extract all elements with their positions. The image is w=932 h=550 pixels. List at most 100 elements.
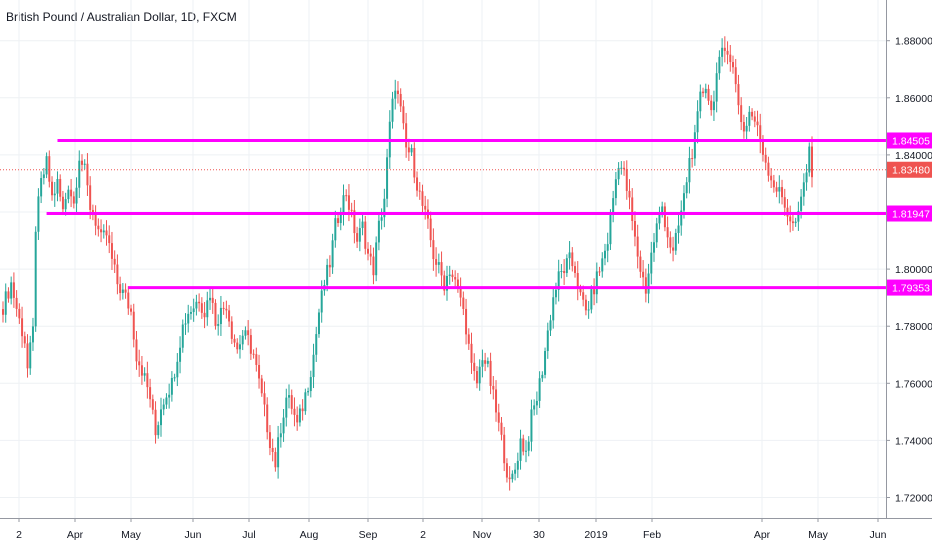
- candle-body: [606, 244, 609, 251]
- candle: [377, 212, 380, 251]
- candle-body: [353, 210, 356, 234]
- candle-body: [770, 175, 773, 181]
- candle-body: [612, 198, 615, 216]
- candle: [277, 425, 280, 479]
- candle-body: [620, 167, 623, 169]
- candle: [402, 100, 405, 130]
- candle: [742, 114, 745, 139]
- candle-body: [15, 297, 18, 309]
- candle-body: [680, 210, 683, 226]
- candle-body: [541, 374, 544, 379]
- candle: [593, 278, 596, 306]
- x-tick-label: 2: [420, 529, 426, 541]
- candle: [219, 295, 222, 336]
- candle-body: [631, 197, 634, 221]
- candle: [176, 353, 179, 387]
- candle: [745, 117, 748, 141]
- candle-body: [116, 264, 119, 285]
- candle-body: [465, 308, 468, 335]
- candle: [696, 100, 699, 144]
- candle-body: [563, 270, 566, 274]
- candle: [241, 329, 244, 351]
- candle: [4, 283, 7, 323]
- candle-body: [59, 178, 62, 197]
- candle: [72, 191, 75, 209]
- candle: [296, 406, 299, 431]
- candle: [364, 215, 367, 255]
- candle-body: [756, 121, 759, 126]
- candle: [135, 330, 138, 370]
- y-tick-label: 1.86000: [895, 93, 932, 105]
- candle-body: [574, 266, 577, 274]
- candle-body: [800, 196, 803, 211]
- candles: [2, 36, 813, 491]
- candle-body: [42, 174, 45, 179]
- candle: [119, 276, 122, 301]
- candle: [173, 373, 176, 382]
- candle: [715, 62, 718, 113]
- candle-body: [484, 360, 487, 364]
- candle: [606, 232, 609, 263]
- candle: [481, 349, 484, 378]
- candle-body: [764, 154, 767, 163]
- candle: [726, 41, 729, 65]
- candle: [775, 181, 778, 198]
- candle-body: [380, 217, 383, 221]
- candle-body: [546, 330, 549, 352]
- candle: [375, 236, 378, 282]
- candle-body: [603, 250, 606, 259]
- candle: [530, 399, 533, 452]
- x-tick-label: Jun: [870, 529, 887, 541]
- x-tick-label: 2: [16, 529, 22, 541]
- candle: [557, 259, 560, 302]
- candle-body: [524, 450, 527, 452]
- candle-body: [781, 187, 784, 198]
- candle: [789, 205, 792, 233]
- candle-body: [146, 373, 149, 388]
- candle: [326, 258, 329, 292]
- candle: [574, 261, 577, 278]
- candle-body: [527, 441, 530, 451]
- candle-body: [538, 378, 541, 401]
- candle: [669, 231, 672, 254]
- candle-body: [663, 206, 666, 228]
- candle: [282, 409, 285, 442]
- candle: [721, 38, 724, 67]
- candle-body: [225, 308, 228, 311]
- candle-body: [682, 193, 685, 211]
- candle-body: [37, 196, 40, 232]
- candle-body: [593, 289, 596, 295]
- candle: [718, 50, 721, 80]
- candle-body: [238, 344, 241, 350]
- candle-body: [396, 90, 399, 94]
- candle: [334, 210, 337, 248]
- candle-body: [492, 385, 495, 390]
- candle-body: [187, 313, 190, 324]
- chart-title: British Pound / Australian Dollar, 1D, F…: [6, 10, 237, 24]
- candle-body: [53, 193, 56, 196]
- candle-body: [418, 190, 421, 192]
- candle: [187, 304, 190, 333]
- candle-body: [247, 330, 250, 336]
- candle-body: [222, 307, 225, 309]
- candle-body: [26, 343, 29, 369]
- y-tick-label: 1.74000: [895, 435, 932, 447]
- candle-body: [710, 100, 713, 111]
- candle-body: [198, 301, 201, 304]
- candle-body: [236, 342, 239, 350]
- candle-body: [505, 463, 508, 478]
- x-tick-label: Aug: [300, 529, 319, 541]
- candle: [421, 184, 424, 213]
- candle-body: [486, 360, 489, 364]
- y-tick-label: 1.76000: [895, 378, 932, 390]
- candle-body: [729, 54, 732, 63]
- candle-body: [10, 282, 13, 299]
- candle-body: [29, 342, 32, 369]
- candle-body: [693, 132, 696, 159]
- candle-body: [274, 451, 277, 468]
- candle: [642, 260, 645, 290]
- candle-body: [437, 262, 440, 265]
- candle: [10, 276, 13, 305]
- candle-body: [263, 393, 266, 405]
- candle: [331, 233, 334, 274]
